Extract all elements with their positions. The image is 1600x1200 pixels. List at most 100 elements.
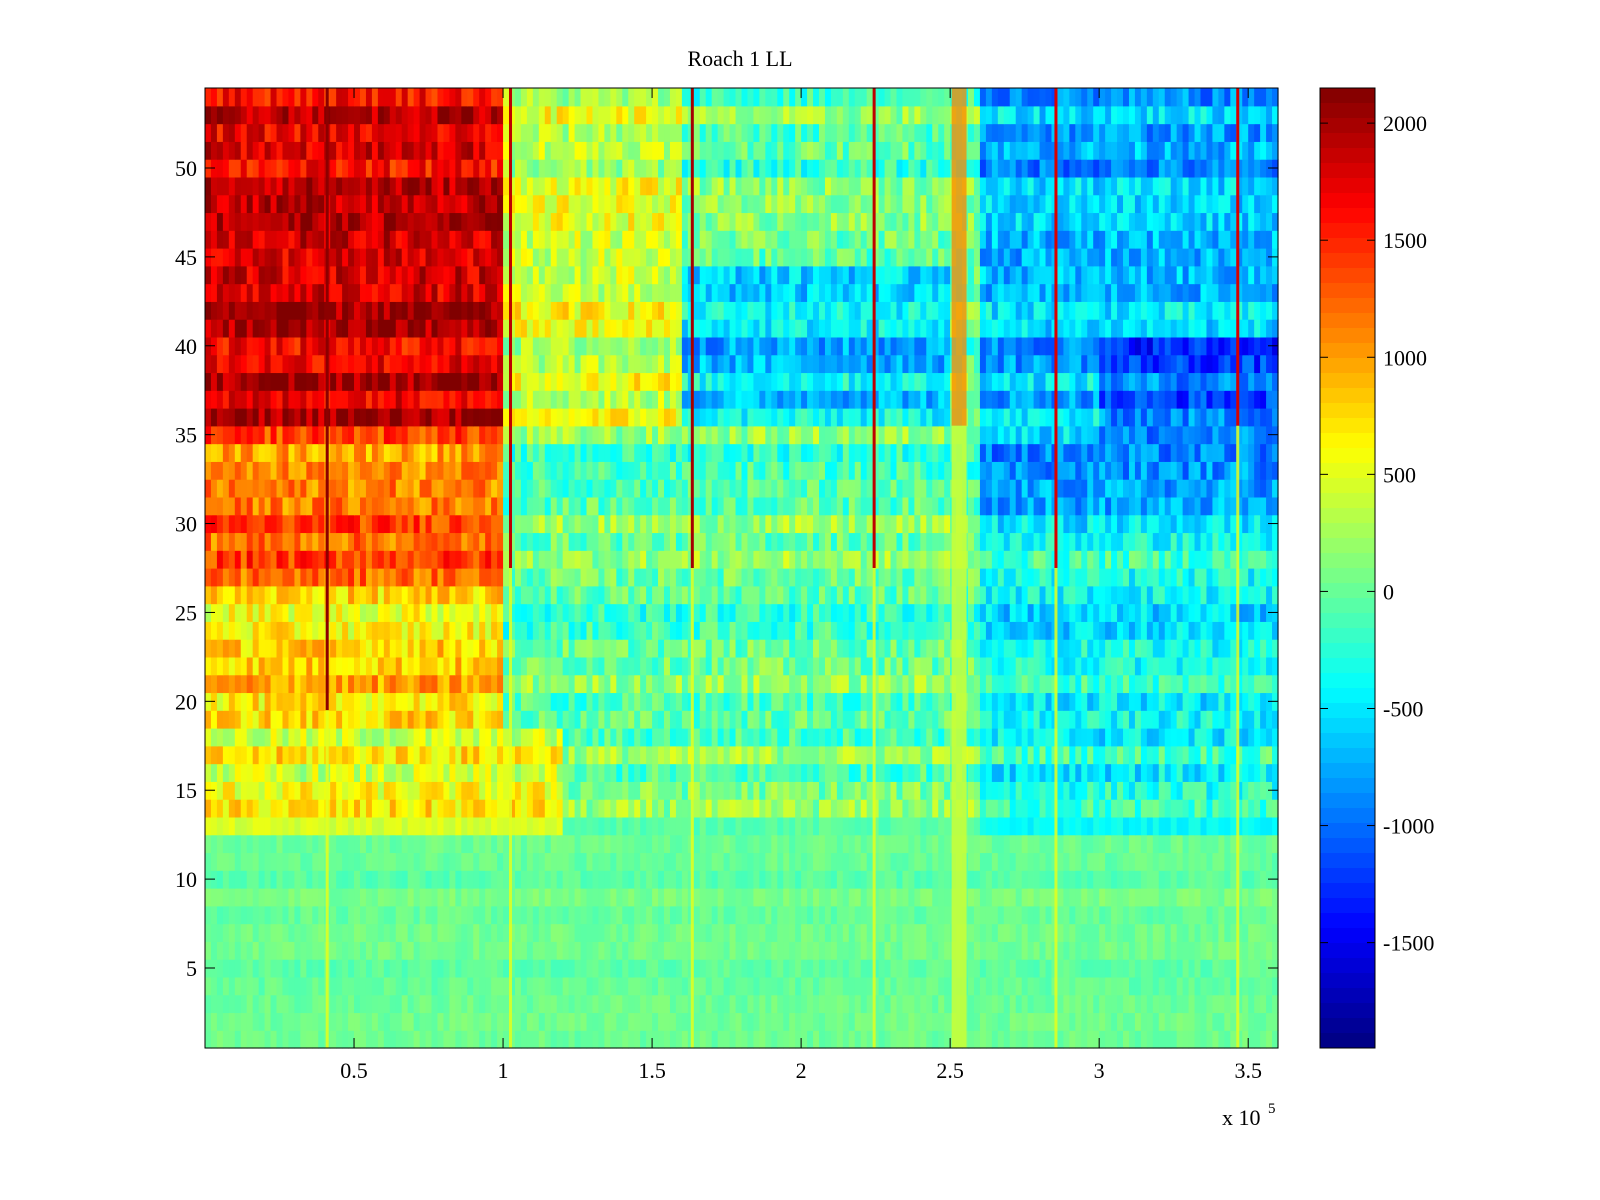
heatmap-cell [1069, 674, 1076, 694]
heatmap-cell [282, 870, 290, 889]
heatmap-cell [830, 816, 838, 836]
heatmap-cell [681, 994, 689, 1014]
heatmap-cell [240, 781, 248, 800]
heatmap-cell [431, 994, 439, 1014]
heatmap-cell [222, 674, 230, 694]
heatmap-cell [222, 1012, 230, 1031]
heatmap-cell [479, 888, 486, 907]
heatmap-cell [1206, 710, 1214, 729]
heatmap-cell [455, 799, 462, 818]
heatmap-cell [765, 745, 772, 765]
heatmap-cell [1170, 710, 1178, 729]
heatmap-cell [741, 710, 749, 729]
heatmap-cell [270, 816, 278, 836]
heatmap-cell [991, 834, 999, 854]
heatmap-cell [765, 1030, 772, 1049]
heatmap-cell [503, 852, 510, 871]
heatmap-cell [807, 816, 814, 836]
heatmap-cell [1188, 799, 1196, 818]
heatmap-cell [258, 923, 266, 942]
heatmap-cell [1075, 728, 1082, 747]
heatmap-cell [735, 692, 743, 711]
heatmap-cell [1170, 976, 1178, 996]
heatmap-cell [783, 976, 790, 996]
heatmap-cell [365, 959, 373, 978]
heatmap-cell [783, 763, 790, 782]
heatmap-cell [497, 550, 504, 569]
heatmap-cell [664, 905, 671, 925]
heatmap-cell [1081, 959, 1088, 978]
heatmap-cell [813, 692, 820, 711]
heatmap-cell [1260, 745, 1267, 765]
heatmap-cell [938, 870, 945, 889]
heatmap-cell [1188, 710, 1196, 729]
heatmap-cell [1266, 621, 1273, 640]
heatmap-cell [210, 923, 218, 942]
heatmap-cell [342, 941, 349, 960]
heatmap-cell [860, 959, 868, 978]
heatmap-cell [747, 870, 755, 889]
heatmap-cell [729, 728, 737, 747]
heatmap-cell [1039, 781, 1047, 800]
heatmap-cell [407, 870, 415, 889]
heatmap-cell [908, 888, 915, 907]
heatmap-cell [342, 639, 349, 658]
heatmap-cell [938, 585, 945, 605]
heatmap-cell [699, 923, 707, 942]
heatmap-cell [318, 550, 325, 569]
heatmap-cell [1140, 870, 1148, 889]
heatmap-cell [503, 674, 510, 694]
heatmap-cell [282, 674, 290, 694]
heatmap-cell [419, 976, 427, 996]
heatmap-cell [1182, 674, 1190, 694]
heatmap-cell [1021, 603, 1029, 622]
heatmap-cell [669, 745, 677, 765]
heatmap-cell [425, 603, 433, 622]
heatmap-cell [1254, 763, 1261, 782]
heatmap-cell [604, 674, 611, 694]
heatmap-cell [1152, 870, 1160, 889]
heatmap-cell [753, 710, 760, 729]
heatmap-cell [985, 568, 993, 587]
heatmap-cell [497, 852, 504, 871]
heatmap-cell [419, 905, 427, 925]
heatmap-cell [240, 834, 248, 854]
heatmap-cell [836, 870, 844, 889]
heatmap-cell [1003, 1030, 1011, 1049]
heatmap-cell [896, 959, 904, 978]
heatmap-cell [842, 1012, 850, 1031]
heatmap-cell [1164, 1012, 1172, 1031]
heatmap-cell [300, 745, 307, 765]
heatmap-cell [944, 674, 951, 694]
heatmap-cell [711, 1030, 719, 1049]
heatmap-cell [1152, 905, 1160, 925]
heatmap-cell [622, 834, 629, 854]
heatmap-cell [1140, 923, 1148, 942]
heatmap-cell [503, 603, 510, 622]
heatmap-cell [985, 799, 993, 818]
heatmap-cell [616, 550, 623, 569]
heatmap-cell [705, 941, 713, 960]
heatmap-cell [616, 870, 623, 889]
heatmap-cell [1039, 763, 1047, 782]
heatmap-cell [723, 763, 731, 782]
heatmap-cell [860, 656, 868, 676]
heatmap-cell [1021, 870, 1029, 889]
heatmap-cell [735, 941, 743, 960]
heatmap-cell [872, 568, 880, 587]
heatmap-cell [997, 585, 1005, 605]
heatmap-cell [735, 905, 743, 925]
heatmap-cell [371, 639, 379, 658]
heatmap-cell [652, 870, 659, 889]
heatmap-cell [1045, 923, 1053, 942]
heatmap-cell [765, 710, 772, 729]
heatmap-cell [610, 799, 617, 818]
heatmap-cell [729, 941, 737, 960]
heatmap-cell [509, 550, 516, 569]
heatmap-cell [1254, 888, 1261, 907]
heatmap-cell [1224, 816, 1231, 836]
heatmap-cell [306, 656, 313, 676]
heatmap-cell [562, 941, 570, 960]
heatmap-cell [664, 1012, 671, 1031]
heatmap-cell [270, 781, 278, 800]
